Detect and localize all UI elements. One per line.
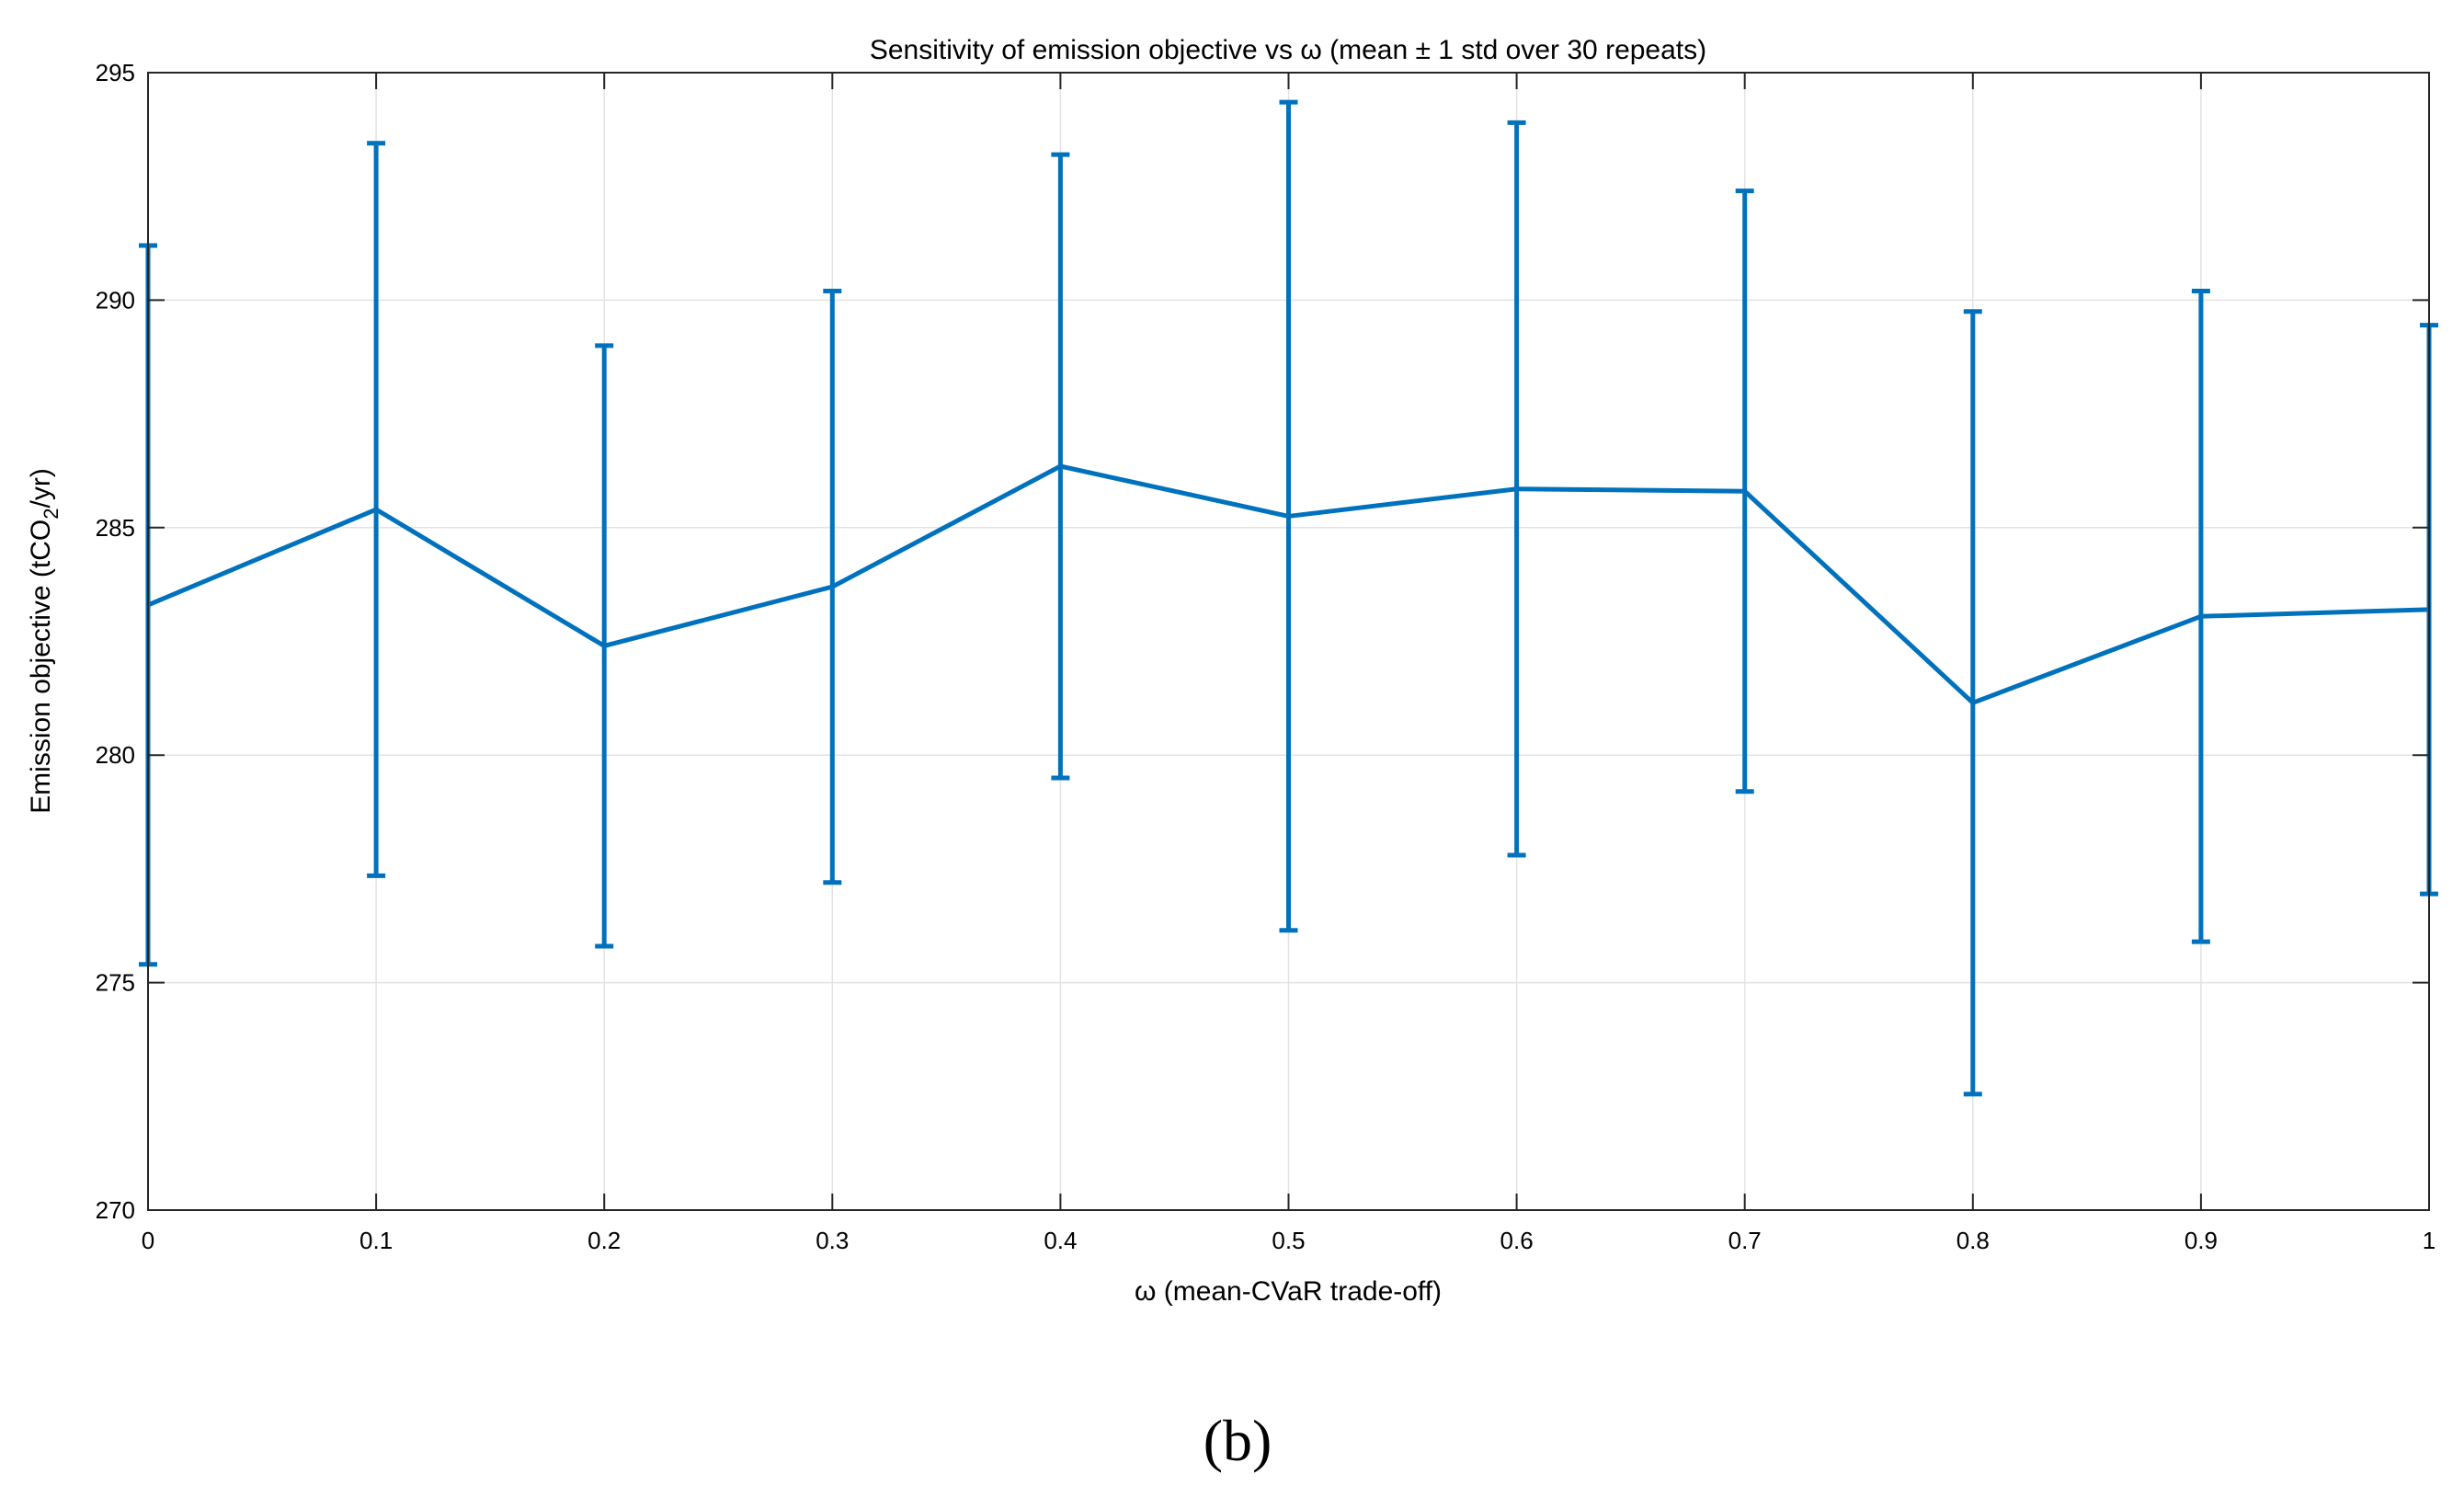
chart-title: Sensitivity of emission objective vs ω (… [870, 35, 1706, 65]
series-line-mean [147, 463, 2430, 705]
y-axis-label-tail: /yr) [26, 468, 56, 508]
y-tick-label-0: 270 [96, 1196, 135, 1224]
y-axis-label-main: Emission objective (tCO [26, 520, 56, 814]
y-tick-label-3: 285 [96, 514, 135, 542]
y-axis-label-subscript: 2 [40, 508, 63, 519]
x-axis-label: ω (mean-CVaR trade-off) [1135, 1276, 1442, 1307]
x-tick-label-5: 0.5 [1272, 1227, 1305, 1254]
x-tick-label-8: 0.8 [1956, 1227, 1990, 1254]
x-tick-label-1: 0.1 [359, 1227, 393, 1254]
y-axis-label: Emission objective (tCO2/yr) [26, 468, 63, 814]
y-tick-labels: 270 275 280 285 290 295 [96, 59, 135, 1224]
y-tick-label-1: 275 [96, 969, 135, 997]
x-tick-label-4: 0.4 [1044, 1227, 1077, 1254]
x-tick-label-7: 0.7 [1728, 1227, 1762, 1254]
x-tick-label-0: 0 [142, 1227, 154, 1254]
x-tick-labels: 0 0.1 0.2 0.3 0.4 0.5 0.6 0.7 0.8 0.9 1 [142, 1227, 2435, 1254]
y-tick-label-5: 295 [96, 59, 135, 86]
figure-caption: (b) [1203, 1408, 1272, 1473]
axis-ticks [147, 72, 2430, 1211]
y-tick-label-4: 290 [96, 286, 135, 314]
x-tick-label-6: 0.6 [1500, 1227, 1534, 1254]
x-tick-label-2: 0.2 [587, 1227, 621, 1254]
y-tick-label-2: 280 [96, 741, 135, 769]
x-tick-label-10: 1 [2423, 1227, 2435, 1254]
x-tick-label-9: 0.9 [2185, 1227, 2218, 1254]
x-tick-label-3: 0.3 [816, 1227, 849, 1254]
